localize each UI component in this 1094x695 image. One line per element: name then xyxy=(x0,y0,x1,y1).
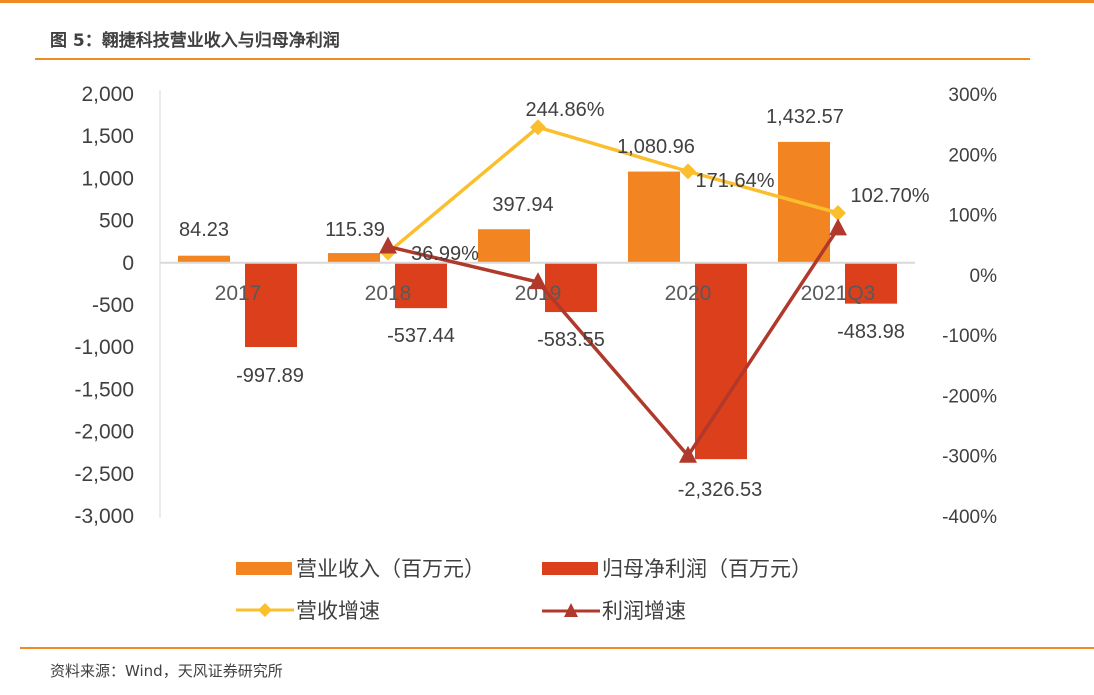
x-tick-label: 2021Q3 xyxy=(801,282,876,305)
right-axis-tick-label: 0% xyxy=(970,266,998,287)
profit-growth-point xyxy=(679,445,697,463)
legend-label-profit-growth: 利润增速 xyxy=(602,599,686,623)
footer-rule xyxy=(20,647,1094,649)
x-tick-label: 2020 xyxy=(665,282,712,305)
legend-label-profit: 归母净利润（百万元） xyxy=(602,557,812,581)
profit-bar xyxy=(395,262,447,309)
left-axis-tick-label: -1,500 xyxy=(74,378,134,401)
revenue-growth-point xyxy=(830,204,846,221)
profit-growth-point xyxy=(379,236,397,254)
left-axis-tick-label: -2,500 xyxy=(74,463,134,486)
revenue-growth-data-label: 171.64% xyxy=(696,170,775,192)
triangle-marker-icon xyxy=(542,603,600,617)
revenue-data-label: 1,080.96 xyxy=(617,136,695,158)
revenue-bar xyxy=(178,255,230,263)
right-axis-tick-label: 100% xyxy=(948,206,997,227)
left-axis-tick-label: -1,000 xyxy=(74,336,134,359)
legend-label-revenue-growth: 营收增速 xyxy=(296,599,380,623)
profit-growth-line xyxy=(387,227,840,459)
profit-data-label: -997.89 xyxy=(236,365,304,387)
left-axis-tick-label: 0 xyxy=(122,252,134,275)
left-axis-tick-label: -3,000 xyxy=(74,505,134,528)
right-axis-tick-label: -300% xyxy=(942,447,997,468)
revenue-bar xyxy=(328,253,380,263)
figure-title: 图 5：翱捷科技营业收入与归母净利润 xyxy=(50,31,340,51)
revenue-data-label: 1,432.57 xyxy=(766,106,844,128)
left-axis-tick-label: 2,000 xyxy=(81,83,134,106)
revenue-bar xyxy=(478,229,530,263)
diamond-marker-icon xyxy=(236,603,294,617)
right-axis-tick-label: -400% xyxy=(942,507,997,528)
source-note: 资料来源：Wind，天风证券研究所 xyxy=(50,662,283,680)
profit-bar xyxy=(245,262,297,348)
revenue-growth-data-label: 102.70% xyxy=(851,185,930,207)
profit-bar xyxy=(695,262,747,460)
revenue-growth-point xyxy=(530,119,546,136)
legend-item-revenue-growth: 营收增速 xyxy=(236,595,380,625)
legend-swatch-revenue xyxy=(236,561,292,575)
x-tick-label: 2019 xyxy=(515,282,562,305)
right-axis-tick-label: 200% xyxy=(948,145,997,166)
legend-label-revenue: 营业收入（百万元） xyxy=(296,557,485,581)
left-axis-tick-label: -500 xyxy=(92,294,134,317)
x-tick-label: 2018 xyxy=(365,282,412,305)
legend-item-profit-growth: 利润增速 xyxy=(542,595,686,625)
revenue-growth-data-label: 36.99% xyxy=(411,243,479,265)
profit-bar xyxy=(845,262,897,304)
x-tick-label: 2017 xyxy=(215,282,262,305)
profit-bar xyxy=(545,262,597,313)
revenue-bar xyxy=(628,171,680,263)
profit-data-label: -537.44 xyxy=(387,325,455,347)
profit-data-label: -483.98 xyxy=(837,321,905,343)
profit-growth-point xyxy=(829,218,847,236)
revenue-growth-data-label: 244.86% xyxy=(526,99,605,121)
right-axis-tick-label: -100% xyxy=(942,326,997,347)
legend-item-revenue: 营业收入（百万元） xyxy=(236,553,485,583)
legend-swatch-profit xyxy=(542,561,598,575)
left-axis-tick-label: -2,000 xyxy=(74,421,134,444)
chart: 2,000 1,500 1,000 500 0 -500 -1,000 -1,500 -2,00… xyxy=(74,83,998,528)
left-axis-tick-label: 500 xyxy=(99,210,134,233)
right-axis-tick-label: -200% xyxy=(942,386,997,407)
revenue-growth-point xyxy=(680,163,696,180)
right-axis-tick-label: 300% xyxy=(948,85,997,106)
legend-item-profit: 归母净利润（百万元） xyxy=(542,553,812,583)
revenue-data-label: 115.39 xyxy=(325,219,385,241)
left-axis-tick-label: 1,000 xyxy=(81,167,134,190)
title-rule xyxy=(35,58,1030,60)
revenue-growth-line xyxy=(386,125,839,254)
profit-data-label: -583.55 xyxy=(537,329,605,351)
revenue-data-label: 397.94 xyxy=(492,194,553,216)
revenue-data-label: 84.23 xyxy=(179,219,229,241)
profit-data-label: -2,326.53 xyxy=(678,479,763,501)
left-axis-tick-label: 1,500 xyxy=(81,125,134,148)
top-rule xyxy=(0,0,1094,3)
profit-growth-point xyxy=(529,272,547,290)
